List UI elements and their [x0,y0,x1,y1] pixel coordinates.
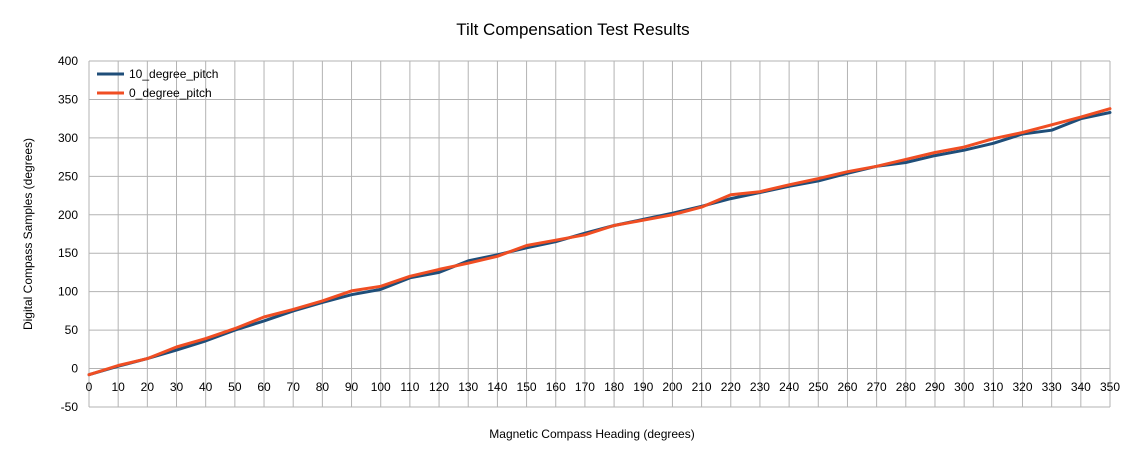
y-tick-label: 50 [65,323,79,337]
x-tick-label: 260 [837,380,857,394]
x-tick-label: 300 [954,380,974,394]
x-tick-label: 0 [86,380,93,394]
x-tick-label: 20 [141,380,155,394]
x-tick-labels: 0 10 20 30 40 50 60 70 80 90 100 110 120 130 140 150 160… [86,380,1121,394]
x-tick-label: 320 [1012,380,1032,394]
legend-entry: 10_degree_pitch [129,67,218,81]
x-tick-label: 70 [287,380,301,394]
x-tick-label: 120 [429,380,449,394]
x-tick-label: 310 [983,380,1003,394]
x-tick-label: 30 [170,380,184,394]
x-tick-label: 50 [228,380,242,394]
x-tick-label: 110 [400,380,419,394]
x-tick-label: 290 [925,380,945,394]
y-axis-label: Digital Compass Samples (degrees) [21,138,35,330]
y-tick-label: 100 [58,285,78,299]
x-tick-label: 350 [1100,380,1120,394]
x-tick-label: 130 [458,380,478,394]
x-tick-label: 250 [808,380,828,394]
x-tick-label: 100 [371,380,391,394]
x-tick-label: 60 [257,380,271,394]
x-tick-label: 80 [316,380,330,394]
x-tick-label: 240 [779,380,799,394]
x-tick-label: 220 [721,380,741,394]
y-tick-label: 300 [58,131,78,145]
x-tick-label: 90 [345,380,359,394]
x-tick-label: 270 [867,380,887,394]
x-tick-label: 10 [111,380,125,394]
y-tick-labels: -50 0 50 100 150 200 250 300 350 400 [58,54,78,414]
x-tick-label: 150 [517,380,537,394]
y-tick-label: 150 [58,246,78,260]
series-lines [87,107,1112,377]
x-tick-label: 280 [896,380,916,394]
y-tick-label: 0 [71,362,78,376]
x-tick-label: 340 [1071,380,1091,394]
series-line-0-degree-pitch [87,107,1112,377]
x-tick-label: 210 [692,380,712,394]
x-tick-label: 180 [604,380,624,394]
x-tick-label: 140 [487,380,507,394]
grid [88,60,1111,408]
y-tick-label: 350 [58,92,78,106]
x-tick-label: 160 [546,380,566,394]
series-line-10-degree-pitch [87,111,1112,377]
legend-entry: 0_degree_pitch [129,86,212,100]
x-tick-label: 230 [750,380,770,394]
x-tick-label: 170 [575,380,595,394]
x-axis-label: Magnetic Compass Heading (degrees) [489,427,694,441]
x-tick-label: 330 [1042,380,1062,394]
y-tick-label: 400 [58,54,78,68]
legend: 10_degree_pitch 0_degree_pitch [97,67,218,100]
y-tick-label: 200 [58,208,78,222]
y-tick-label: 250 [58,169,78,183]
x-tick-label: 200 [662,380,682,394]
y-tick-label: -50 [61,400,79,414]
x-tick-label: 40 [199,380,213,394]
chart-title: Tilt Compensation Test Results [456,20,689,39]
x-tick-label: 190 [633,380,653,394]
